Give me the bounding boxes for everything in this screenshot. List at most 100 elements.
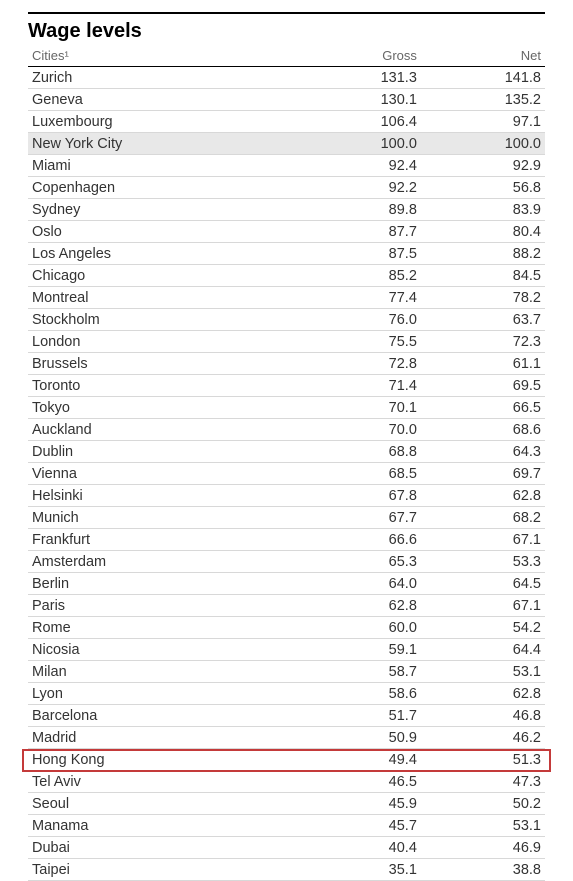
cell-net: 46.8 <box>421 705 545 727</box>
table-row: Barcelona51.746.8 <box>28 705 545 727</box>
cell-net: 88.2 <box>421 243 545 265</box>
table-row: Helsinki67.862.8 <box>28 485 545 507</box>
table-row: Zurich131.3141.8 <box>28 67 545 89</box>
cell-net: 135.2 <box>421 89 545 111</box>
cell-city: Auckland <box>28 419 297 441</box>
cell-city: Brussels <box>28 353 297 375</box>
cell-net: 64.5 <box>421 573 545 595</box>
cell-gross: 66.6 <box>297 529 421 551</box>
cell-gross: 62.8 <box>297 595 421 617</box>
table-row: Dublin68.864.3 <box>28 441 545 463</box>
table-row: Tokyo70.166.5 <box>28 397 545 419</box>
cell-city: Miami <box>28 155 297 177</box>
table-row: London75.572.3 <box>28 331 545 353</box>
cell-net: 53.3 <box>421 551 545 573</box>
cell-net: 64.4 <box>421 639 545 661</box>
cell-net: 69.5 <box>421 375 545 397</box>
cell-gross: 46.5 <box>297 771 421 793</box>
cell-city: New York City <box>28 133 297 155</box>
header-city: Cities¹ <box>28 45 297 67</box>
table-row: Luxembourg106.497.1 <box>28 111 545 133</box>
cell-gross: 70.1 <box>297 397 421 419</box>
cell-gross: 40.4 <box>297 837 421 859</box>
table-row: Vienna68.569.7 <box>28 463 545 485</box>
cell-city: Lyon <box>28 683 297 705</box>
cell-gross: 76.0 <box>297 309 421 331</box>
header-gross: Gross <box>297 45 421 67</box>
table-row: Paris62.867.1 <box>28 595 545 617</box>
table-row: Stockholm76.063.7 <box>28 309 545 331</box>
table-title: Wage levels <box>28 12 545 45</box>
cell-net: 63.7 <box>421 309 545 331</box>
table-row: Milan58.753.1 <box>28 661 545 683</box>
cell-net: 78.2 <box>421 287 545 309</box>
cell-net: 51.3 <box>421 749 545 771</box>
table-row: Montreal77.478.2 <box>28 287 545 309</box>
table-row: Oslo87.780.4 <box>28 221 545 243</box>
table-row: Madrid50.946.2 <box>28 727 545 749</box>
cell-gross: 92.4 <box>297 155 421 177</box>
cell-city: Berlin <box>28 573 297 595</box>
cell-gross: 68.5 <box>297 463 421 485</box>
cell-gross: 58.6 <box>297 683 421 705</box>
cell-gross: 70.0 <box>297 419 421 441</box>
cell-net: 92.9 <box>421 155 545 177</box>
cell-city: Seoul <box>28 793 297 815</box>
cell-city: Hong Kong <box>28 749 297 771</box>
cell-net: 68.6 <box>421 419 545 441</box>
cell-gross: 67.7 <box>297 507 421 529</box>
cell-city: Toronto <box>28 375 297 397</box>
cell-net: 84.5 <box>421 265 545 287</box>
cell-city: Tel Aviv <box>28 771 297 793</box>
cell-gross: 35.1 <box>297 859 421 881</box>
wage-table: Cities¹ Gross Net Zurich131.3141.8Geneva… <box>28 45 545 881</box>
table-row: Taipei35.138.8 <box>28 859 545 881</box>
table-row: Berlin64.064.5 <box>28 573 545 595</box>
cell-gross: 131.3 <box>297 67 421 89</box>
cell-city: Tokyo <box>28 397 297 419</box>
cell-gross: 59.1 <box>297 639 421 661</box>
cell-net: 62.8 <box>421 485 545 507</box>
cell-net: 47.3 <box>421 771 545 793</box>
cell-city: Los Angeles <box>28 243 297 265</box>
cell-net: 67.1 <box>421 595 545 617</box>
table-row: Hong Kong49.451.3 <box>28 749 545 771</box>
cell-net: 61.1 <box>421 353 545 375</box>
cell-city: London <box>28 331 297 353</box>
cell-city: Munich <box>28 507 297 529</box>
table-row: Los Angeles87.588.2 <box>28 243 545 265</box>
cell-net: 67.1 <box>421 529 545 551</box>
cell-city: Milan <box>28 661 297 683</box>
cell-city: Dubai <box>28 837 297 859</box>
table-row: Chicago85.284.5 <box>28 265 545 287</box>
cell-city: Zurich <box>28 67 297 89</box>
table-row: Manama45.753.1 <box>28 815 545 837</box>
cell-gross: 50.9 <box>297 727 421 749</box>
table-row: Toronto71.469.5 <box>28 375 545 397</box>
cell-gross: 68.8 <box>297 441 421 463</box>
cell-city: Dublin <box>28 441 297 463</box>
cell-gross: 65.3 <box>297 551 421 573</box>
table-row: Lyon58.662.8 <box>28 683 545 705</box>
table-row: Auckland70.068.6 <box>28 419 545 441</box>
cell-gross: 89.8 <box>297 199 421 221</box>
cell-city: Geneva <box>28 89 297 111</box>
table-row: Brussels72.861.1 <box>28 353 545 375</box>
cell-gross: 45.9 <box>297 793 421 815</box>
table-row: Nicosia59.164.4 <box>28 639 545 661</box>
table-row: Sydney89.883.9 <box>28 199 545 221</box>
table-row: Munich67.768.2 <box>28 507 545 529</box>
cell-city: Montreal <box>28 287 297 309</box>
cell-gross: 77.4 <box>297 287 421 309</box>
table-row: Copenhagen92.256.8 <box>28 177 545 199</box>
cell-city: Vienna <box>28 463 297 485</box>
cell-city: Helsinki <box>28 485 297 507</box>
cell-gross: 58.7 <box>297 661 421 683</box>
cell-city: Paris <box>28 595 297 617</box>
table-row: New York City100.0100.0 <box>28 133 545 155</box>
cell-net: 68.2 <box>421 507 545 529</box>
table-row: Dubai40.446.9 <box>28 837 545 859</box>
cell-gross: 87.7 <box>297 221 421 243</box>
cell-net: 54.2 <box>421 617 545 639</box>
cell-city: Manama <box>28 815 297 837</box>
